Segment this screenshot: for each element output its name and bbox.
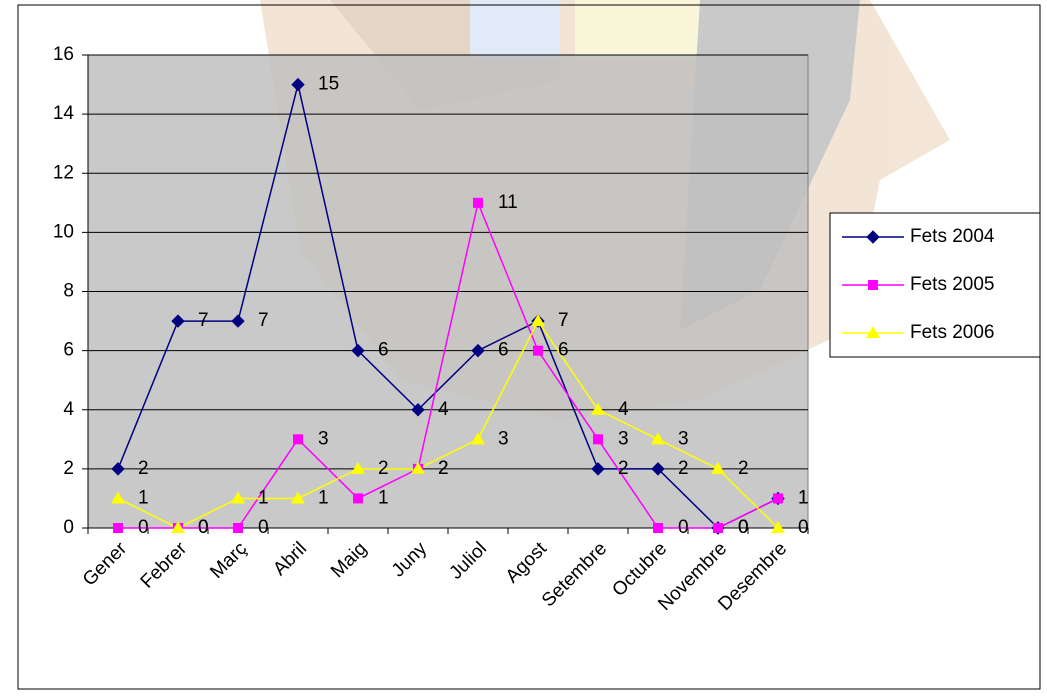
marker [473, 197, 483, 208]
legend-label: Fets 2006 [910, 322, 995, 343]
data-label: 1 [798, 487, 809, 508]
marker [531, 314, 545, 327]
data-label: 2 [138, 458, 149, 479]
marker [231, 491, 245, 504]
data-label: 11 [498, 192, 518, 213]
data-label: 7 [198, 310, 209, 331]
data-label: 0 [198, 517, 209, 538]
marker [291, 491, 305, 504]
marker [171, 314, 185, 328]
legend-label: Fets 2004 [910, 226, 995, 247]
marker [866, 230, 880, 244]
data-label: 3 [318, 428, 329, 449]
x-tick-label: Setembre [538, 538, 611, 611]
marker [231, 314, 245, 328]
data-label: 0 [798, 517, 809, 538]
data-label: 2 [378, 458, 389, 479]
marker [773, 493, 783, 504]
data-label: 2 [738, 458, 749, 479]
data-label: 0 [138, 517, 149, 538]
data-label: 2 [618, 458, 629, 479]
x-tick-label: Juliol [446, 538, 491, 583]
marker [291, 77, 305, 92]
data-label: 0 [198, 517, 209, 538]
data-label: 2 [438, 458, 449, 479]
marker [411, 461, 425, 474]
x-tick-label: Maig [327, 538, 371, 582]
marker [111, 462, 125, 476]
marker [351, 461, 365, 474]
marker [868, 280, 878, 290]
data-label: 15 [318, 74, 339, 95]
marker [591, 402, 605, 415]
marker [533, 345, 543, 356]
data-label: 0 [678, 517, 689, 538]
marker [353, 493, 363, 504]
data-label: 3 [678, 428, 689, 449]
data-label: 6 [498, 340, 509, 361]
marker [651, 432, 665, 445]
data-label: 2 [678, 458, 689, 479]
y-tick-label: 12 [53, 162, 74, 183]
marker [171, 521, 185, 533]
data-label: 1 [138, 487, 149, 508]
data-label: 1 [378, 487, 389, 508]
marker [293, 434, 303, 445]
marker [866, 326, 880, 338]
marker [771, 521, 785, 533]
data-label: 0 [738, 517, 749, 538]
data-label: 6 [378, 340, 389, 361]
marker [711, 461, 725, 474]
marker [593, 434, 603, 445]
legend-label: Fets 2005 [910, 274, 995, 295]
data-label: 1 [798, 487, 809, 508]
y-tick-label: 10 [53, 221, 74, 242]
data-label: 3 [498, 428, 509, 449]
y-tick-label: 6 [63, 340, 74, 361]
series-line [117, 84, 779, 529]
x-tick-label: Febrer [137, 538, 192, 593]
marker [351, 343, 365, 358]
series-line [118, 200, 779, 529]
marker [411, 403, 425, 417]
y-tick-label: 4 [63, 399, 74, 420]
y-tick-label: 16 [53, 44, 74, 65]
x-tick-label: Abril [269, 538, 311, 580]
marker [471, 343, 485, 358]
x-tick-label: Juny [388, 538, 432, 582]
data-label: 0 [258, 517, 269, 538]
marker [591, 462, 605, 476]
marker [713, 523, 723, 533]
data-label: 7 [558, 310, 569, 331]
x-tick-label: Agost [502, 538, 552, 588]
data-label: 4 [618, 399, 629, 420]
y-tick-label: 2 [63, 458, 74, 479]
data-label: 0 [738, 517, 749, 538]
marker [651, 462, 665, 476]
data-label: 6 [558, 340, 569, 361]
data-label: 3 [618, 428, 629, 449]
y-tick-label: 8 [63, 281, 74, 302]
data-label: 7 [558, 310, 569, 331]
x-tick-label: Març [206, 538, 251, 583]
marker [653, 523, 663, 533]
data-label: 1 [318, 487, 329, 508]
marker [233, 523, 243, 533]
data-label: 7 [258, 310, 269, 331]
series-line [117, 319, 779, 529]
data-label: 2 [438, 458, 449, 479]
data-label: 4 [438, 399, 449, 420]
data-label: 1 [258, 487, 269, 508]
y-tick-label: 14 [53, 103, 75, 124]
marker [111, 491, 125, 504]
x-tick-label: Gener [79, 538, 132, 591]
marker [471, 432, 485, 445]
y-tick-label: 0 [63, 517, 74, 538]
marker [113, 523, 123, 533]
